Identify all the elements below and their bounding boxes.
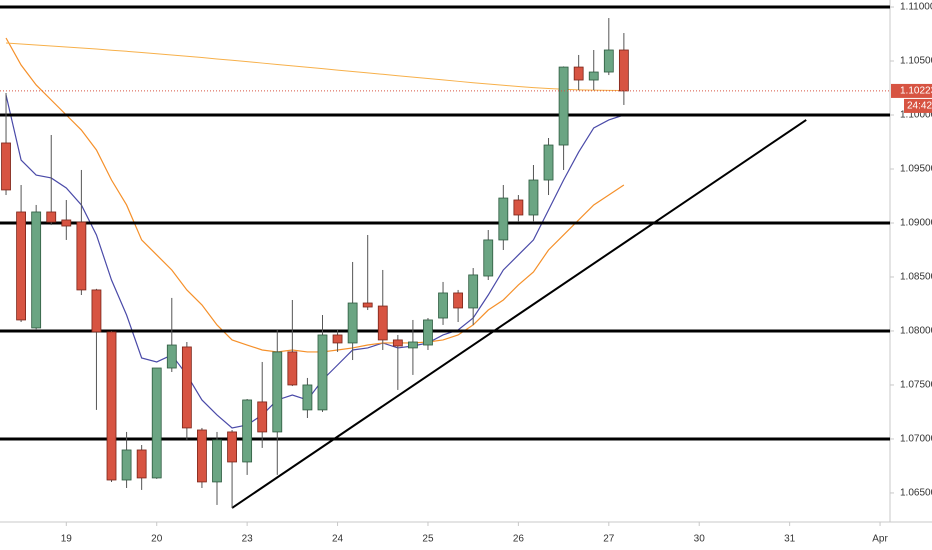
last-price-label: 1.10223 bbox=[900, 86, 932, 97]
candle-body bbox=[166, 344, 177, 369]
y-tick-label: 1.10500 bbox=[900, 56, 932, 67]
candle-body bbox=[257, 401, 268, 433]
y-tick-label: 1.08500 bbox=[900, 272, 932, 283]
candle-body bbox=[603, 49, 614, 73]
candle-body bbox=[212, 439, 222, 483]
y-tick-label: 1.11000 bbox=[900, 2, 932, 13]
candle-body bbox=[423, 319, 433, 346]
candle-body bbox=[16, 211, 26, 321]
moving-average bbox=[5, 37, 625, 353]
candle-body bbox=[121, 449, 132, 481]
last-price-box bbox=[891, 83, 932, 98]
candle-body bbox=[227, 431, 237, 463]
candle-body bbox=[317, 334, 328, 411]
moving-average bbox=[5, 94, 625, 429]
y-tick-label: 1.07000 bbox=[900, 434, 932, 445]
candle-body bbox=[468, 274, 479, 309]
candle-body bbox=[46, 211, 57, 223]
countdown-box bbox=[904, 98, 932, 113]
candle-body bbox=[332, 334, 343, 344]
x-tick-label: 30 bbox=[694, 534, 706, 545]
y-tick-label: 1.08000 bbox=[900, 326, 932, 337]
candle-body bbox=[528, 179, 539, 216]
trend-line bbox=[231, 119, 807, 509]
candle-body bbox=[197, 429, 207, 483]
candle-body bbox=[76, 221, 87, 291]
candle-body bbox=[302, 384, 313, 411]
x-tick-label: 19 bbox=[61, 534, 73, 545]
candle-body bbox=[31, 211, 42, 329]
y-tick-label: 1.09500 bbox=[900, 164, 932, 175]
candle-body bbox=[588, 71, 599, 81]
candle-body bbox=[558, 66, 569, 146]
candle-body bbox=[392, 339, 403, 347]
x-tick-label: Apr bbox=[872, 534, 888, 545]
candle-body bbox=[513, 199, 524, 216]
candle-body bbox=[61, 219, 72, 227]
candle-body bbox=[136, 449, 147, 479]
y-tick-label: 1.09000 bbox=[900, 218, 932, 229]
y-tick-label: 1.10000 bbox=[900, 110, 932, 121]
candle-body bbox=[91, 289, 102, 333]
x-tick-label: 31 bbox=[784, 534, 796, 545]
candle-body bbox=[272, 351, 283, 433]
y-tick-label: 1.07500 bbox=[900, 380, 932, 391]
y-tick-label: 1.06500 bbox=[900, 488, 932, 499]
candle-body bbox=[362, 302, 373, 308]
countdown-label: 24:42 bbox=[907, 101, 932, 112]
x-tick-label: 24 bbox=[332, 534, 344, 545]
x-tick-label: 27 bbox=[603, 534, 615, 545]
candle-body bbox=[106, 331, 117, 481]
moving-average bbox=[5, 42, 624, 91]
candle-body bbox=[151, 367, 162, 479]
candle-body bbox=[543, 144, 554, 181]
candle-body bbox=[408, 341, 418, 349]
candle-body bbox=[181, 346, 192, 429]
candle-body bbox=[377, 305, 388, 341]
candle-body bbox=[453, 292, 464, 309]
x-tick-label: 25 bbox=[422, 534, 434, 545]
candle-body bbox=[573, 66, 584, 81]
candle-body bbox=[347, 302, 358, 344]
candle-body bbox=[1, 142, 11, 191]
candle-body bbox=[618, 49, 629, 92]
x-tick-label: 23 bbox=[242, 534, 254, 545]
candle-body bbox=[242, 399, 253, 463]
candle-body bbox=[438, 292, 448, 319]
x-tick-label: 26 bbox=[513, 534, 525, 545]
x-tick-label: 20 bbox=[151, 534, 163, 545]
candle-body bbox=[498, 197, 509, 241]
candle-body bbox=[483, 239, 494, 277]
candle-body bbox=[287, 351, 298, 386]
